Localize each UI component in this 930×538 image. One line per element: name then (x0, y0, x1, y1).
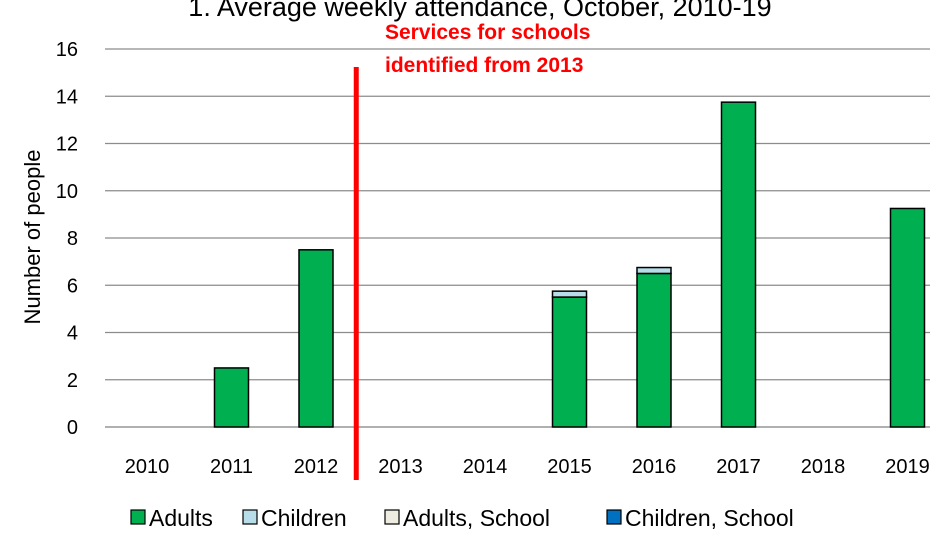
x-tick-label-2019: 2019 (885, 456, 930, 478)
y-tick-label-2: 2 (67, 370, 78, 392)
x-tick-label-2016: 2016 (632, 456, 677, 478)
annotation-text-line-1: Services for schools (385, 21, 590, 44)
legend-label-0: Adults (149, 505, 213, 531)
bar-2015-series-0 (551, 296, 588, 428)
y-axis-label: Number of people (20, 150, 45, 325)
bar-2017-series-0 (720, 101, 757, 428)
legend-label-2: Adults, School (403, 505, 550, 531)
bar-2015-series-1 (551, 290, 588, 298)
bar-2012-series-0 (298, 249, 334, 428)
legend-swatch-2 (384, 509, 400, 525)
x-tick-label-2011: 2011 (210, 456, 253, 478)
x-tick-label-2012: 2012 (294, 456, 339, 478)
y-tick-label-16: 16 (56, 39, 78, 61)
x-tick-label-2018: 2018 (801, 456, 846, 478)
x-tick-label-2017: 2017 (716, 456, 761, 478)
legend-swatch-0 (130, 509, 146, 525)
legend-label-3: Children, School (625, 505, 794, 531)
legend-label-1: Children (261, 505, 347, 531)
chart-title: 1. Average weekly attendance, October, 2… (188, 0, 771, 22)
y-tick-label-12: 12 (56, 134, 78, 156)
x-tick-label-2013: 2013 (378, 456, 423, 478)
bar-2016-series-1 (636, 266, 672, 275)
legend: Adults Children Adults, School Children, Sc… (130, 505, 794, 531)
x-tick-labels: 2010 2011 2012 2013 2014 2015 2016 2017 2018 2019 (125, 456, 930, 478)
legend-swatch-1 (242, 509, 258, 525)
y-tick-label-4: 4 (67, 323, 78, 345)
annotation-text-line-2: identified from 2013 (385, 54, 583, 77)
y-tick-label-8: 8 (67, 228, 78, 250)
bars (213, 101, 926, 428)
y-tick-labels: 0 2 4 6 8 10 12 14 16 (56, 39, 78, 439)
annotation: Services for schools identified from 201… (353, 21, 590, 480)
bar-2011-series-0 (213, 367, 250, 428)
y-tick-label-10: 10 (56, 181, 78, 203)
x-tick-label-2015: 2015 (547, 456, 592, 478)
legend-swatch-3 (606, 509, 622, 525)
x-tick-label-2010: 2010 (125, 456, 170, 478)
bar-2016-series-0 (636, 272, 672, 428)
bar-2019-series-0 (889, 207, 926, 428)
x-tick-label-2014: 2014 (463, 456, 508, 478)
y-tick-label-6: 6 (67, 275, 78, 297)
y-tick-label-14: 14 (56, 86, 78, 108)
y-tick-label-0: 0 (67, 417, 78, 439)
